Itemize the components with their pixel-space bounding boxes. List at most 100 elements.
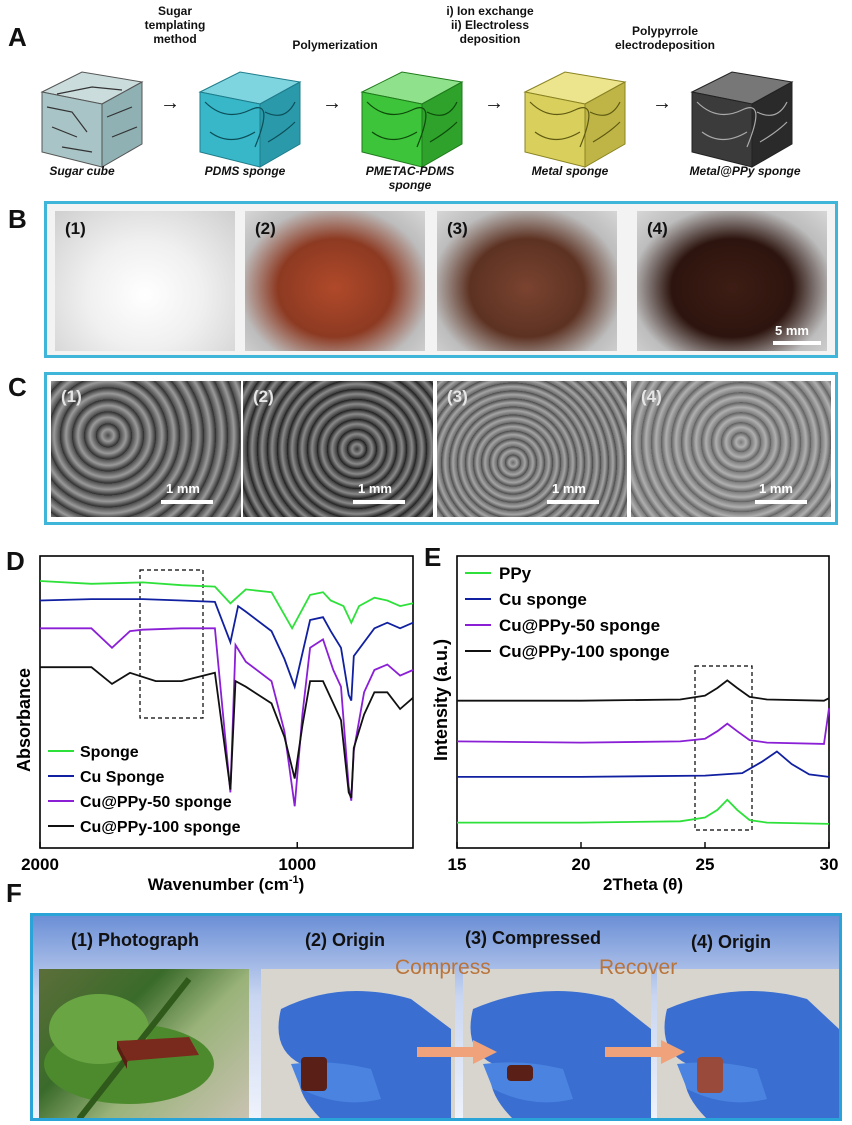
cube-metal [523,71,627,168]
legend-label: Cu@PPy-50 sponge [80,794,232,811]
panel-f-compression: (1) Photograph (2) Origin (3) Compressed… [30,913,842,1121]
panel-label-c: C [8,372,27,402]
sem-sub-label: (1) [61,387,82,406]
step-label-1: Sugar templating method [144,4,206,46]
panel-label-a: A [8,22,27,52]
sem-image-3: (3) 1 mm [437,381,627,517]
sem-image-2: (2) 1 mm [243,381,433,517]
x-tick-label: 15 [448,855,467,874]
plot-frame [39,555,414,849]
step-label-3: i) Ion exchange ii) Electroless depositi… [446,4,534,46]
scale-bar-label: 1 mm [166,481,200,496]
series-line-2 [40,627,414,807]
sem-image-1: (1) 1 mm [51,381,241,517]
panel-label-d: D [6,546,25,576]
legend-label: Cu@PPy-50 sponge [499,616,660,635]
legend-label: Sponge [80,744,139,761]
compress-label: Compress [395,956,491,979]
arrow-right-icon: → [160,92,180,114]
scale-bar [353,500,405,504]
sem-sub-label: (2) [253,387,274,406]
series-line-3 [40,666,414,799]
series-line-1 [457,750,830,778]
photo-sub-label: (4) [647,219,668,238]
panel-label-b: B [8,204,27,234]
scale-bar [161,500,213,504]
scale-bar-label: 1 mm [759,481,793,496]
sem-image-4: (4) 1 mm [631,381,831,517]
glove-graphic [470,991,651,1118]
scale-bar-label: 1 mm [358,481,392,496]
photo-metal-sponge: (3) [437,211,617,351]
legend: PPy Cu sponge Cu@PPy-50 sponge Cu@PPy-10… [465,564,670,661]
leaf-sponge-graphic [44,977,214,1118]
series-line-0 [457,798,830,825]
x-tick-label: 1000 [278,855,316,874]
photo-compressed [463,969,651,1118]
photo-title-2: (2) Origin [305,930,385,950]
y-axis-label: Absorbance [14,668,34,772]
arrow-right-icon [417,1040,497,1064]
cube-caption-pmetac: PMETAC-PDMS sponge [365,164,455,192]
x-tick-label: 20 [572,855,591,874]
photo-sponge-on-leaf [39,969,249,1118]
x-axis-label-main: Wavenumber (cm [148,875,289,894]
y-axis-label: Intensity (a.u.) [431,639,451,761]
cube-pmetac [360,71,464,168]
highlight-box [139,569,204,719]
series-line-3 [457,679,830,702]
photo-sub-label: (2) [255,219,276,238]
panel-c-sem: (1) 1 mm (2) 1 mm (3) 1 mm (4) 1 mm [44,372,838,525]
photo-title-3: (3) Compressed [465,928,602,948]
x-axis-label: 2Theta (θ) [603,875,683,894]
cube-sugar [40,71,144,168]
photo-recovered [657,969,839,1118]
photo-pdms-sponge: (2) [245,211,425,351]
step-label-4: Polypyrrole electrodeposition [614,24,715,52]
photo-sugar-cube: (1) [55,211,235,351]
cube-caption-metal: Metal sponge [531,164,609,178]
panel-label-f: F [6,878,22,908]
arrow-right-icon [605,1040,685,1064]
scale-bar [773,341,821,345]
sem-sub-label: (4) [641,387,662,406]
legend-label: Cu Sponge [80,769,165,786]
panel-b-photos: (1) (2) (3) (4) 5 mm [44,201,838,358]
photo-title-1: (1) Photograph [71,930,199,950]
legend-label: Cu@PPy-100 sponge [499,642,670,661]
scale-bar-label: 1 mm [552,481,586,496]
plot-frame [456,555,830,849]
scale-bar [755,500,807,504]
photo-metal-ppy-sponge: (4) 5 mm [637,211,827,351]
highlight-box [694,665,753,831]
legend-label: PPy [499,564,532,583]
photo-title-4: (4) Origin [691,932,771,952]
scale-bar [547,500,599,504]
legend: Sponge Cu Sponge Cu@PPy-50 sponge Cu@PPy… [48,744,241,836]
arrow-right-icon: → [652,92,672,114]
cube-pdms [198,71,302,168]
x-tick-label: 30 [820,855,839,874]
x-tick-label: 25 [696,855,715,874]
series-line-0 [39,580,414,631]
series-line-2 [456,708,830,745]
series-line-1 [39,598,414,701]
sem-sub-label: (3) [447,387,468,406]
photo-sub-label: (1) [65,219,86,238]
x-axis-label: Wavenumber (cm-1) [148,874,305,894]
glove-graphic [664,991,839,1118]
arrow-right-icon: → [322,92,342,114]
glove-graphic [278,991,451,1118]
scale-bar-label: 5 mm [775,323,809,338]
photo-sub-label: (3) [447,219,468,238]
photo-origin [261,969,455,1118]
panel-label-e: E [424,542,442,572]
x-axis-label-end: ) [299,875,305,894]
chart-xrd: 15 20 25 30 Intensity (a.u.) 2Theta (θ) PPy… [431,555,839,894]
legend-label: Cu@PPy-100 sponge [80,819,241,836]
cube-caption-sugar: Sugar cube [49,164,115,178]
arrow-right-icon: → [484,92,504,114]
legend-label: Cu sponge [499,590,587,609]
x-axis-label-sup: -1 [289,874,299,886]
cube-caption-pdms: PDMS sponge [204,164,286,178]
